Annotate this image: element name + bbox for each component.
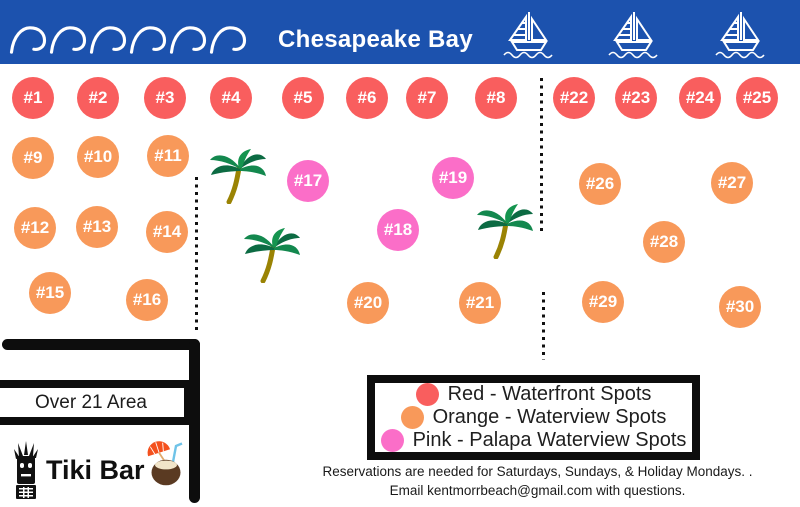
spot-7: #7 xyxy=(406,77,448,119)
spot-19: #19 xyxy=(432,157,474,199)
palm-tree-icon xyxy=(475,203,535,259)
footer-notes: Reservations are needed for Saturdays, S… xyxy=(275,462,800,500)
reservation-note: Reservations are needed for Saturdays, S… xyxy=(322,464,753,479)
spot-22: #22 xyxy=(553,77,595,119)
wave-icon xyxy=(168,22,208,57)
spot-14: #14 xyxy=(146,211,188,253)
sailboat-icon xyxy=(712,9,768,59)
legend-item: Pink - Palapa Waterview Spots xyxy=(380,429,687,452)
spot-23: #23 xyxy=(615,77,657,119)
spot-25: #25 xyxy=(736,77,778,119)
spot-30: #30 xyxy=(719,286,761,328)
spot-5: #5 xyxy=(282,77,324,119)
boundary-line-horizontal xyxy=(2,339,200,350)
wave-icon xyxy=(208,22,248,57)
contact-note: Email kentmorrbeach@gmail.com with quest… xyxy=(389,483,686,498)
boundary-line-vertical xyxy=(189,339,200,503)
spot-13: #13 xyxy=(76,206,118,248)
over-21-area-box: Over 21 Area xyxy=(0,380,192,425)
spot-9: #9 xyxy=(12,137,54,179)
legend-swatch-icon xyxy=(415,383,439,406)
tiki-bar-label: Tiki Bar xyxy=(46,455,145,485)
palm-tree-icon xyxy=(208,148,268,204)
header-bar: Chesapeake Bay xyxy=(0,0,800,64)
legend-box: Red - Waterfront Spots Orange - Waterview… xyxy=(367,375,700,460)
sailboat-icon xyxy=(605,9,661,59)
spot-1: #1 xyxy=(12,77,54,119)
dotted-divider-1 xyxy=(195,177,198,333)
spot-3: #3 xyxy=(144,77,186,119)
spot-8: #8 xyxy=(475,77,517,119)
spot-27: #27 xyxy=(711,162,753,204)
tiki-statue-icon xyxy=(14,441,38,499)
wave-icons xyxy=(8,22,248,57)
spot-18: #18 xyxy=(377,209,419,251)
spot-29: #29 xyxy=(582,281,624,323)
spot-20: #20 xyxy=(347,282,389,324)
sailboat-icon xyxy=(500,9,556,59)
palm-tree-icon xyxy=(242,227,302,283)
spot-4: #4 xyxy=(210,77,252,119)
legend-swatch-icon xyxy=(400,406,424,429)
legend-label: Red - Waterfront Spots xyxy=(447,383,652,405)
wave-icon xyxy=(8,22,48,57)
spot-16: #16 xyxy=(126,279,168,321)
over-21-area-label: Over 21 Area xyxy=(35,391,147,413)
wave-icon xyxy=(48,22,88,57)
spot-28: #28 xyxy=(643,221,685,263)
dotted-divider-2 xyxy=(540,78,543,232)
tropical-drink-icon xyxy=(147,441,183,486)
spot-6: #6 xyxy=(346,77,388,119)
spot-17: #17 xyxy=(287,160,329,202)
spot-10: #10 xyxy=(77,136,119,178)
wave-icon xyxy=(88,22,128,57)
legend-item: Red - Waterfront Spots xyxy=(415,383,652,406)
legend-swatch-icon xyxy=(380,429,404,452)
spot-12: #12 xyxy=(14,207,56,249)
spot-15: #15 xyxy=(29,272,71,314)
legend-item: Orange - Waterview Spots xyxy=(400,406,667,429)
spot-21: #21 xyxy=(459,282,501,324)
dotted-divider-3 xyxy=(542,292,545,360)
legend-label: Pink - Palapa Waterview Spots xyxy=(412,429,687,451)
spot-24: #24 xyxy=(679,77,721,119)
wave-icon xyxy=(128,22,168,57)
page-title: Chesapeake Bay xyxy=(278,26,473,53)
spot-26: #26 xyxy=(579,163,621,205)
legend-label: Orange - Waterview Spots xyxy=(432,406,667,428)
spot-11: #11 xyxy=(147,135,189,177)
spot-2: #2 xyxy=(77,77,119,119)
